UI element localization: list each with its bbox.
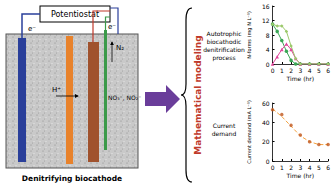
svg-text:40: 40 (262, 119, 270, 126)
svg-text:Potentiostat: Potentiostat (51, 10, 99, 19)
svg-text:1: 1 (280, 164, 284, 171)
svg-text:6: 6 (326, 164, 330, 171)
svg-text:0: 0 (271, 67, 275, 74)
svg-text:6: 6 (326, 67, 330, 74)
svg-text:N-forms (mg N L⁻¹): N-forms (mg N L⁻¹) (246, 11, 253, 59)
svg-text:N₂: N₂ (116, 44, 124, 52)
svg-text:20: 20 (262, 138, 270, 145)
svg-text:Mathematical modeling: Mathematical modeling (193, 35, 203, 154)
svg-text:0: 0 (266, 158, 270, 165)
svg-text:5: 5 (317, 67, 321, 74)
svg-text:NO₃⁻, NO₂⁻: NO₃⁻, NO₂⁻ (108, 94, 141, 101)
svg-text:Autotrophic: Autotrophic (207, 30, 242, 38)
svg-text:H⁺: H⁺ (52, 86, 61, 94)
svg-text:8: 8 (266, 32, 270, 39)
svg-text:4: 4 (308, 164, 312, 171)
svg-text:12: 12 (262, 17, 270, 24)
svg-text:2: 2 (289, 164, 293, 171)
svg-text:4: 4 (266, 46, 270, 53)
svg-text:4: 4 (308, 67, 312, 74)
svg-text:5: 5 (317, 164, 321, 171)
svg-text:Time (hr): Time (hr) (286, 75, 315, 82)
svg-text:2: 2 (289, 67, 293, 74)
svg-text:Time (hr): Time (hr) (286, 172, 315, 179)
svg-text:1: 1 (280, 67, 284, 74)
svg-text:3: 3 (298, 164, 302, 171)
svg-text:0: 0 (266, 61, 270, 68)
svg-text:e⁻: e⁻ (108, 23, 116, 31)
svg-text:Current: Current (213, 122, 236, 129)
svg-text:Denitrifying biocathode: Denitrifying biocathode (22, 174, 122, 183)
svg-text:3: 3 (298, 67, 302, 74)
svg-text:denitrification: denitrification (203, 46, 245, 53)
svg-text:60: 60 (262, 100, 270, 107)
svg-text:e⁻: e⁻ (28, 25, 36, 33)
svg-text:16: 16 (262, 3, 270, 10)
svg-text:0: 0 (271, 164, 275, 171)
svg-text:process: process (212, 54, 235, 62)
svg-text:demand: demand (212, 130, 237, 137)
svg-text:biocathodic: biocathodic (207, 38, 242, 45)
svg-text:Current demand (mA L⁻¹): Current demand (mA L⁻¹) (246, 100, 252, 164)
